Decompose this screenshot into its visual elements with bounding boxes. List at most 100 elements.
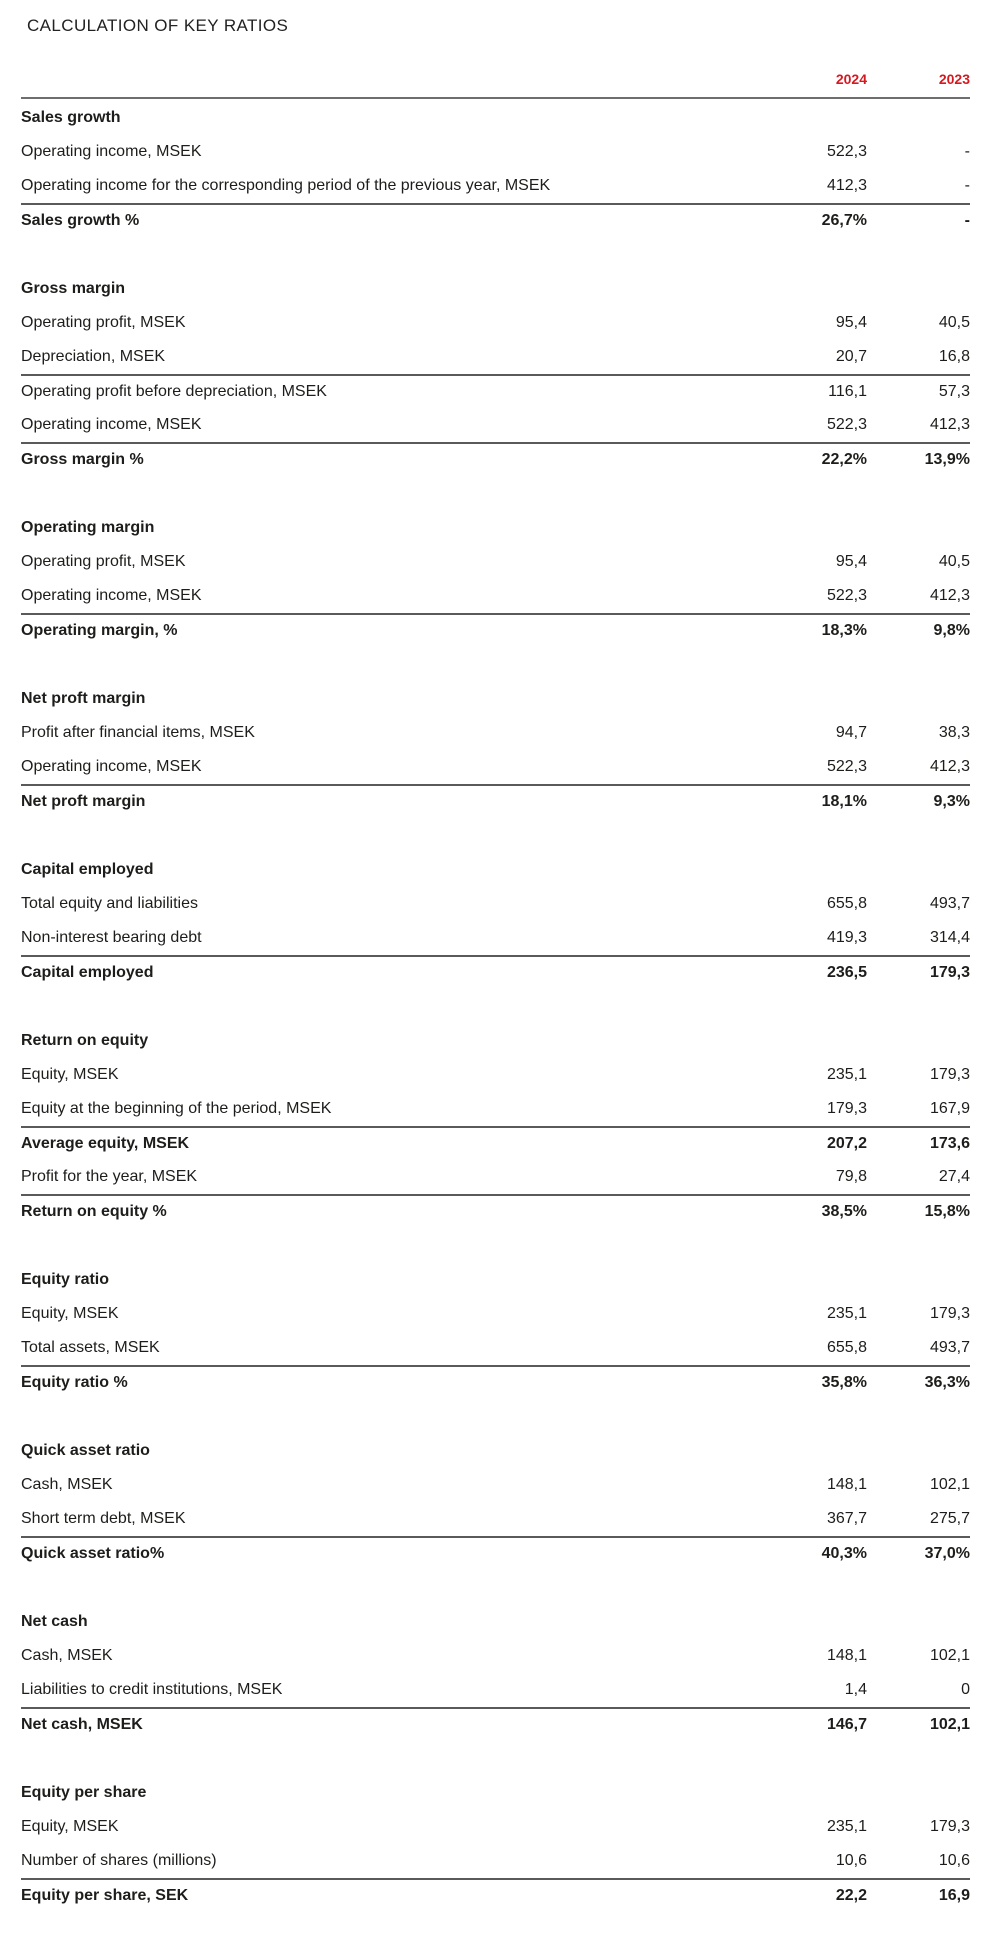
table-row: Capital employed 236,5 179,3 — [21, 955, 970, 989]
value-2023: 412,3 — [929, 587, 970, 604]
row-label: Equity, MSEK — [21, 1305, 119, 1322]
table-row: Operating income, MSEK 522,3 412,3 — [21, 579, 970, 613]
table-row: Return on equity % 38,5% 15,8% — [21, 1194, 970, 1228]
row-label: Capital employed — [21, 964, 154, 981]
value-2024: 1,4 — [844, 1681, 867, 1698]
table-row: Operating income, MSEK 522,3 412,3 — [21, 750, 970, 784]
row-label: Operating income for the corresponding p… — [21, 177, 551, 194]
value-2024: 148,1 — [826, 1476, 867, 1493]
row-label: Short term debt, MSEK — [21, 1510, 186, 1527]
value-2023: 57,3 — [938, 383, 970, 400]
value-2024: 419,3 — [826, 929, 867, 946]
value-2024: 207,2 — [826, 1135, 867, 1152]
row-label: Return on equity % — [21, 1203, 167, 1220]
row-label: Total assets, MSEK — [21, 1339, 160, 1356]
value-2023: 167,9 — [929, 1100, 970, 1117]
table-row: Equity per share, SEK 22,2 16,9 — [21, 1878, 970, 1912]
value-2024: 179,3 — [826, 1100, 867, 1117]
table-row: Equity, MSEK 235,1 179,3 — [21, 1810, 970, 1844]
table-row: Operating income, MSEK 522,3 - — [21, 135, 970, 169]
ratio-section: Net cash Cash, MSEK 148,1 102,1 Liabilities … — [21, 1605, 970, 1741]
key-ratios-table: 2024 2023 Sales growth Operating income, … — [21, 61, 970, 1912]
section-heading: Sales growth — [21, 109, 121, 126]
value-2023: 9,3% — [933, 793, 970, 810]
row-label: Net proft margin — [21, 793, 146, 810]
ratio-section: Equity per share Equity, MSEK 235,1 179,3 Nu… — [21, 1776, 970, 1912]
ratio-section: Capital employed Total equity and liabili… — [21, 853, 970, 989]
page-title: CALCULATION OF KEY RATIOS — [27, 16, 289, 35]
value-2024: 522,3 — [826, 143, 867, 160]
table-row: Equity, MSEK 235,1 179,3 — [21, 1297, 970, 1331]
value-2023: 493,7 — [929, 895, 970, 912]
table-row: Profit for the year, MSEK 79,8 27,4 — [21, 1160, 970, 1194]
section-heading: Equity per share — [21, 1784, 147, 1801]
value-2023: 275,7 — [929, 1510, 970, 1527]
row-label: Operating income, MSEK — [21, 143, 202, 160]
value-2024: 655,8 — [826, 1339, 867, 1356]
value-2024: 38,5% — [821, 1203, 867, 1220]
value-2024: 148,1 — [826, 1647, 867, 1664]
table-row: Cash, MSEK 148,1 102,1 — [21, 1468, 970, 1502]
column-header-2024: 2024 — [835, 71, 867, 87]
value-2024: 522,3 — [826, 758, 867, 775]
value-2023: - — [964, 212, 970, 229]
section-heading-row: Sales growth — [21, 101, 970, 135]
value-2023: 0 — [961, 1681, 970, 1698]
table-body: Sales growth Operating income, MSEK 522,3 -… — [21, 101, 970, 1912]
value-2024: 116,1 — [828, 383, 867, 400]
section-heading-row: Equity per share — [21, 1776, 970, 1810]
row-label: Cash, MSEK — [21, 1476, 113, 1493]
value-2024: 22,2 — [835, 1887, 867, 1904]
value-2023: 40,5 — [938, 553, 970, 570]
table-row: Sales growth % 26,7% - — [21, 203, 970, 237]
value-2023: 27,4 — [938, 1168, 970, 1185]
value-2024: 655,8 — [826, 895, 867, 912]
value-2023: 13,9% — [924, 451, 970, 468]
value-2023: 173,6 — [929, 1135, 970, 1152]
section-heading-row: Net proft margin — [21, 682, 970, 716]
row-label: Number of shares (millions) — [21, 1852, 217, 1869]
value-2023: 102,1 — [929, 1647, 970, 1664]
value-2024: 10,6 — [835, 1852, 867, 1869]
value-2024: 18,3% — [821, 622, 867, 639]
ratio-section: Operating margin Operating profit, MSEK 95… — [21, 511, 970, 647]
row-label: Non-interest bearing debt — [21, 929, 202, 946]
row-label: Net cash, MSEK — [21, 1716, 143, 1733]
value-2023: 9,8% — [933, 622, 970, 639]
row-label: Operating income, MSEK — [21, 416, 202, 433]
value-2023: - — [964, 143, 970, 160]
value-2023: 314,4 — [929, 929, 970, 946]
section-heading-row: Quick asset ratio — [21, 1434, 970, 1468]
table-row: Operating profit, MSEK 95,4 40,5 — [21, 306, 970, 340]
value-2023: 38,3 — [938, 724, 970, 741]
row-label: Sales growth % — [21, 212, 140, 229]
value-2024: 412,3 — [826, 177, 867, 194]
value-2024: 18,1% — [821, 793, 867, 810]
value-2024: 20,7 — [835, 348, 867, 365]
table-row: Quick asset ratio% 40,3% 37,0% — [21, 1536, 970, 1570]
row-label: Depreciation, MSEK — [21, 348, 166, 365]
row-label: Quick asset ratio% — [21, 1545, 165, 1562]
section-heading-row: Equity ratio — [21, 1263, 970, 1297]
value-2024: 235,1 — [826, 1305, 867, 1322]
section-heading: Capital employed — [21, 861, 154, 878]
value-2023: 40,5 — [938, 314, 970, 331]
table-row: Total equity and liabilities 655,8 493,7 — [21, 887, 970, 921]
table-row: Operating income for the corresponding p… — [21, 169, 970, 203]
value-2023: 102,1 — [929, 1476, 970, 1493]
row-label: Average equity, MSEK — [21, 1135, 190, 1152]
value-2024: 522,3 — [826, 587, 867, 604]
value-2023: 10,6 — [938, 1852, 970, 1869]
value-2024: 522,3 — [826, 416, 867, 433]
row-label: Equity at the beginning of the period, M… — [21, 1100, 332, 1117]
value-2023: 36,3% — [924, 1374, 970, 1391]
value-2023: 179,3 — [929, 1818, 970, 1835]
value-2023: 493,7 — [929, 1339, 970, 1356]
table-row: Operating profit, MSEK 95,4 40,5 — [21, 545, 970, 579]
value-2023: 179,3 — [929, 1305, 970, 1322]
table-row: Liabilities to credit institutions, MSEK… — [21, 1673, 970, 1707]
table-row: Operating margin, % 18,3% 9,8% — [21, 613, 970, 647]
table-row: Number of shares (millions) 10,6 10,6 — [21, 1844, 970, 1878]
section-heading: Gross margin — [21, 280, 126, 297]
